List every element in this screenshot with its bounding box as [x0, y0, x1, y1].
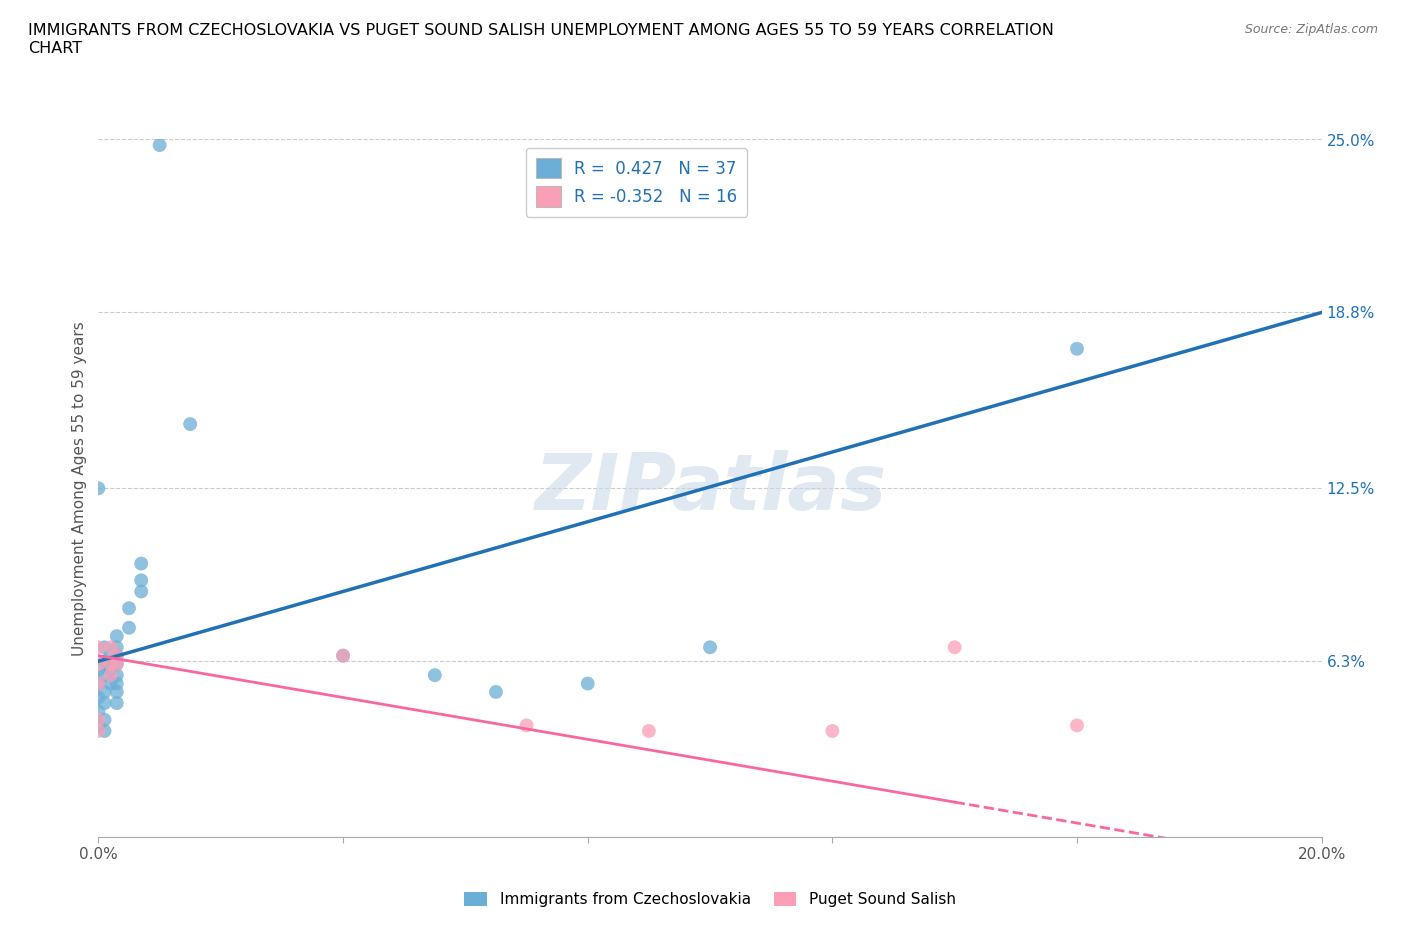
- Point: [105, 676, 128, 691]
- Point: [93, 654, 115, 669]
- Point: [485, 684, 508, 699]
- Point: [100, 640, 122, 655]
- Point: [105, 696, 128, 711]
- Point: [87, 676, 110, 691]
- Point: [93, 668, 115, 683]
- Y-axis label: Unemployment Among Ages 55 to 59 years: Unemployment Among Ages 55 to 59 years: [72, 321, 87, 656]
- Point: [129, 584, 152, 599]
- Text: IMMIGRANTS FROM CZECHOSLOVAKIA VS PUGET SOUND SALISH UNEMPLOYMENT AMONG AGES 55 : IMMIGRANTS FROM CZECHOSLOVAKIA VS PUGET …: [28, 23, 1054, 56]
- Point: [699, 640, 721, 655]
- Point: [100, 657, 122, 671]
- Point: [179, 417, 201, 432]
- Point: [100, 648, 122, 663]
- Point: [93, 724, 115, 738]
- Point: [93, 640, 115, 655]
- Point: [100, 676, 122, 691]
- Point: [149, 138, 172, 153]
- Point: [1066, 341, 1088, 356]
- Point: [516, 718, 538, 733]
- Point: [637, 724, 661, 738]
- Point: [87, 657, 110, 671]
- Point: [105, 648, 128, 663]
- Point: [332, 648, 354, 663]
- Point: [129, 556, 152, 571]
- Point: [118, 601, 141, 616]
- Point: [87, 676, 110, 691]
- Point: [87, 712, 110, 727]
- Point: [87, 481, 110, 496]
- Point: [423, 668, 446, 683]
- Legend: Immigrants from Czechoslovakia, Puget Sound Salish: Immigrants from Czechoslovakia, Puget So…: [458, 885, 962, 913]
- Point: [87, 724, 110, 738]
- Point: [93, 712, 115, 727]
- Point: [87, 718, 110, 733]
- Point: [100, 662, 122, 677]
- Point: [105, 640, 128, 655]
- Point: [105, 629, 128, 644]
- Point: [93, 696, 115, 711]
- Point: [93, 684, 115, 699]
- Point: [105, 657, 128, 671]
- Point: [87, 704, 110, 719]
- Point: [943, 640, 966, 655]
- Point: [576, 676, 599, 691]
- Point: [1066, 718, 1088, 733]
- Point: [100, 668, 122, 683]
- Point: [332, 648, 354, 663]
- Point: [105, 684, 128, 699]
- Text: Source: ZipAtlas.com: Source: ZipAtlas.com: [1244, 23, 1378, 36]
- Point: [118, 620, 141, 635]
- Point: [87, 690, 110, 705]
- Point: [87, 662, 110, 677]
- Point: [105, 657, 128, 671]
- Point: [821, 724, 844, 738]
- Point: [129, 573, 152, 588]
- Point: [87, 640, 110, 655]
- Point: [105, 668, 128, 683]
- Text: ZIPatlas: ZIPatlas: [534, 450, 886, 526]
- Point: [105, 648, 128, 663]
